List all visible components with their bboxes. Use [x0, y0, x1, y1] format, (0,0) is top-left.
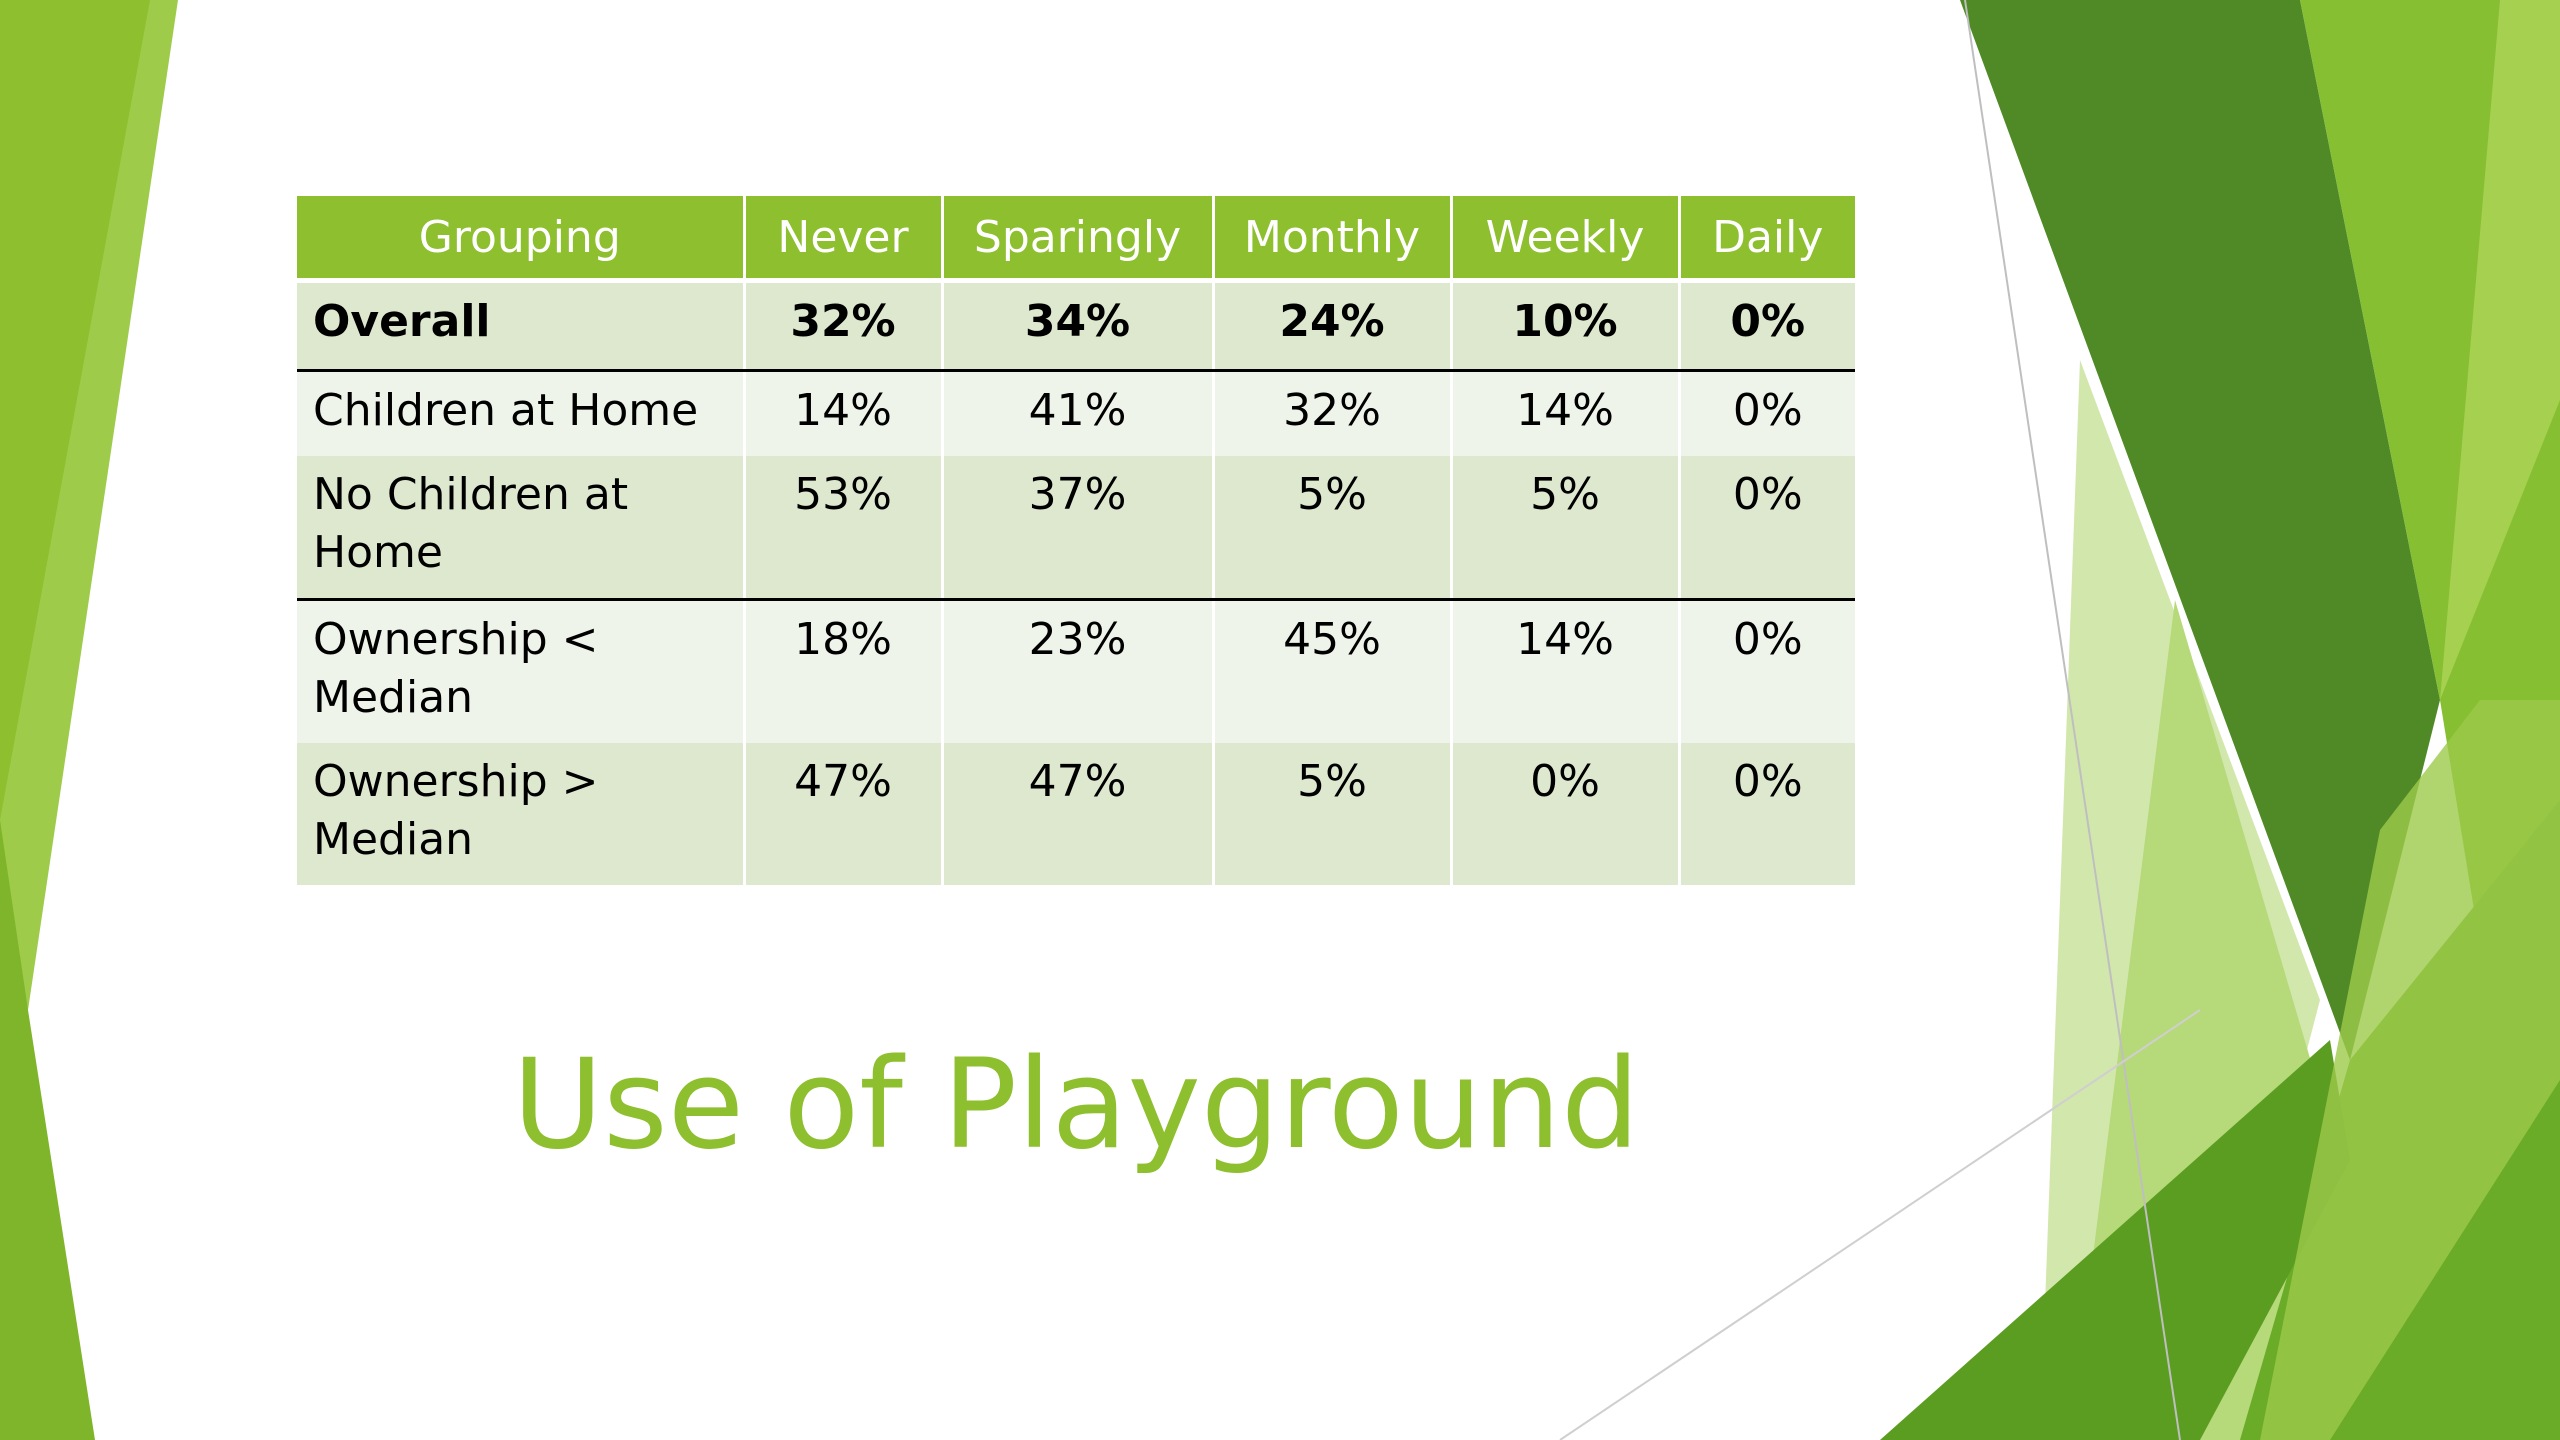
left-facet-mid	[0, 0, 150, 820]
cell-sparingly: 41%	[942, 370, 1215, 456]
cell-monthly: 5%	[1213, 743, 1453, 885]
header-grouping: Grouping	[297, 196, 746, 283]
table-row-overall: Overall 32% 34% 24% 10% 0%	[297, 280, 1855, 372]
playground-usage-table: Grouping Never Sparingly Monthly Weekly …	[297, 196, 1855, 885]
cell-weekly: 14%	[1451, 599, 1681, 743]
cell-never: 32%	[744, 280, 944, 372]
cell-monthly: 32%	[1213, 370, 1453, 456]
table-row-ownership-below-median: Ownership < Median 18% 23% 45% 14% 0%	[297, 599, 1855, 743]
cell-daily: 0%	[1679, 370, 1855, 456]
right-facet-glow	[2260, 700, 2560, 1440]
row-label: No Children at Home	[297, 456, 746, 601]
row-label: Children at Home	[297, 370, 746, 456]
header-monthly: Monthly	[1213, 196, 1453, 283]
row-label: Ownership > Median	[297, 743, 746, 885]
cell-weekly: 0%	[1451, 743, 1681, 885]
cell-never: 47%	[744, 743, 944, 885]
cell-sparingly: 23%	[942, 599, 1215, 743]
right-thin-line-1	[1964, 0, 2181, 1440]
right-facet-edge	[2440, 0, 2560, 700]
cell-daily: 0%	[1679, 743, 1855, 885]
cell-daily: 0%	[1679, 599, 1855, 743]
cell-weekly: 10%	[1451, 280, 1681, 372]
cell-weekly: 5%	[1451, 456, 1681, 601]
right-facet-lower	[1880, 1040, 2350, 1440]
cell-sparingly: 34%	[942, 280, 1215, 372]
table-row-no-children-at-home: No Children at Home 53% 37% 5% 5% 0%	[297, 456, 1855, 601]
cell-daily: 0%	[1679, 456, 1855, 601]
cell-sparingly: 47%	[942, 743, 1215, 885]
cell-monthly: 24%	[1213, 280, 1453, 372]
cell-monthly: 45%	[1213, 599, 1453, 743]
header-daily: Daily	[1679, 196, 1855, 283]
cell-daily: 0%	[1679, 280, 1855, 372]
cell-never: 53%	[744, 456, 944, 601]
header-weekly: Weekly	[1451, 196, 1681, 283]
table-row-ownership-above-median: Ownership > Median 47% 47% 5% 0% 0%	[297, 743, 1855, 885]
cell-monthly: 5%	[1213, 456, 1453, 601]
cell-never: 14%	[744, 370, 944, 456]
header-sparingly: Sparingly	[942, 196, 1215, 283]
header-never: Never	[744, 196, 944, 283]
row-label: Ownership < Median	[297, 599, 746, 743]
slide-title: Use of Playground	[512, 1033, 1640, 1177]
right-facet-dark	[1960, 0, 2440, 1060]
right-thin-line-2	[1559, 1009, 2201, 1440]
cell-never: 18%	[744, 599, 944, 743]
table-header-row: Grouping Never Sparingly Monthly Weekly …	[297, 196, 1855, 283]
cell-sparingly: 37%	[942, 456, 1215, 601]
cell-weekly: 14%	[1451, 370, 1681, 456]
left-facet-bottom	[0, 820, 95, 1440]
row-label: Overall	[297, 280, 746, 372]
table-row-children-at-home: Children at Home 14% 41% 32% 14% 0%	[297, 370, 1855, 456]
